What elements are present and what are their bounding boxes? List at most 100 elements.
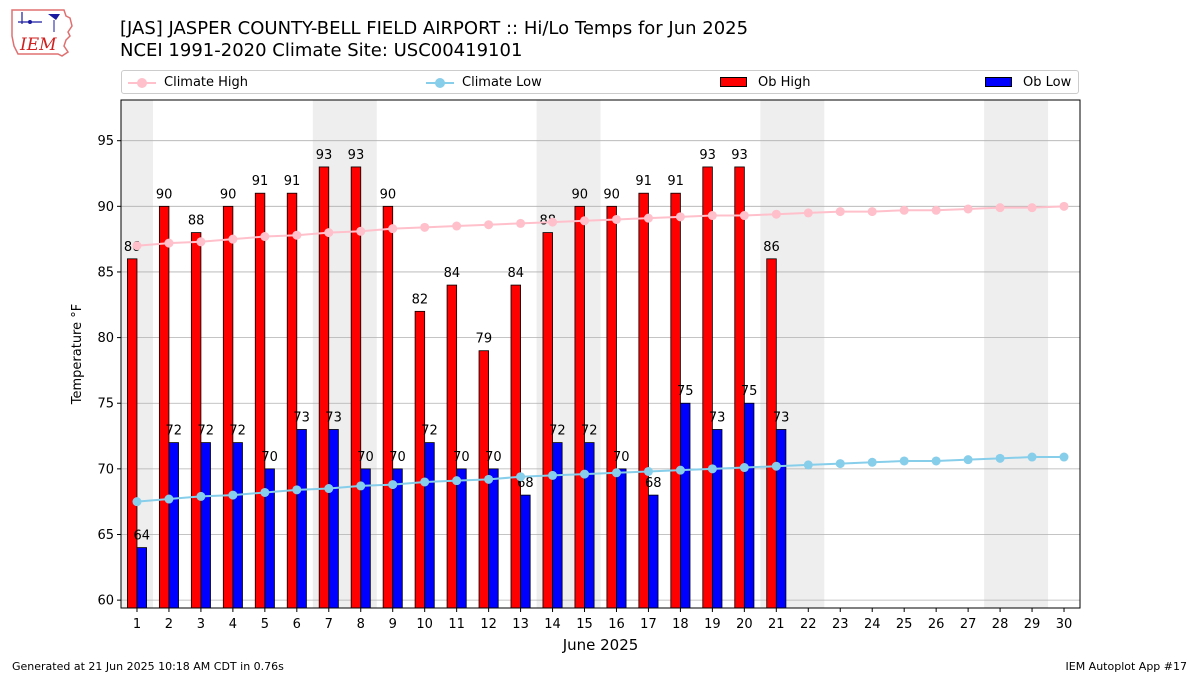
line-climate-high bbox=[136, 205, 1065, 247]
bar-ob-low bbox=[200, 442, 211, 609]
bar-ob-low bbox=[743, 402, 755, 609]
legend-swatch-ob-high bbox=[720, 77, 747, 87]
point-climate-low bbox=[931, 456, 941, 466]
data-label-ob-low: 70 bbox=[453, 450, 470, 465]
line-climate-low bbox=[136, 456, 1065, 503]
point-climate-high bbox=[260, 232, 270, 242]
y-tick-label: 80 bbox=[97, 331, 114, 346]
point-climate-low bbox=[803, 460, 813, 470]
point-climate-low bbox=[771, 461, 781, 471]
data-label-ob-high: 91 bbox=[667, 174, 684, 189]
data-label-ob-high: 93 bbox=[699, 148, 716, 163]
bar-ob-high bbox=[414, 310, 426, 609]
point-climate-high bbox=[995, 203, 1005, 213]
x-axis-label: June 2025 bbox=[562, 636, 639, 654]
point-climate-high bbox=[643, 213, 653, 223]
point-climate-high bbox=[324, 228, 334, 238]
bar-ob-low bbox=[168, 442, 179, 609]
point-climate-low bbox=[388, 480, 398, 490]
legend-marker-climate-low bbox=[435, 78, 445, 88]
data-label-ob-low: 73 bbox=[773, 410, 790, 425]
svg-text:IEM: IEM bbox=[19, 35, 57, 55]
data-label-ob-high: 90 bbox=[571, 187, 588, 202]
point-climate-low bbox=[260, 487, 270, 497]
point-climate-high bbox=[484, 220, 494, 230]
data-label-ob-low: 64 bbox=[134, 529, 151, 544]
x-tick-label: 13 bbox=[512, 617, 529, 632]
point-climate-low bbox=[452, 476, 462, 486]
point-climate-high bbox=[739, 211, 749, 221]
legend-swatch-ob-low bbox=[985, 77, 1012, 87]
x-tick-label: 1 bbox=[133, 617, 141, 632]
point-climate-high bbox=[388, 224, 398, 234]
chart-title: [JAS] JASPER COUNTY-BELL FIELD AIRPORT :… bbox=[120, 18, 748, 62]
legend-label-ob-high: Ob High bbox=[758, 75, 811, 90]
data-label-ob-high: 84 bbox=[508, 266, 525, 281]
bar-ob-high bbox=[382, 205, 394, 609]
y-tick-label: 60 bbox=[97, 594, 114, 609]
bar-ob-low bbox=[584, 442, 595, 609]
legend-label-climate-low: Climate Low bbox=[462, 75, 542, 90]
point-climate-low bbox=[324, 484, 334, 494]
point-climate-high bbox=[835, 207, 845, 217]
point-climate-high bbox=[292, 230, 302, 240]
x-tick-label: 24 bbox=[864, 617, 881, 632]
bar-ob-low bbox=[616, 468, 627, 609]
x-tick-label: 20 bbox=[736, 617, 753, 632]
point-climate-high bbox=[931, 205, 941, 215]
y-tick-label: 90 bbox=[97, 200, 114, 215]
x-tick-label: 27 bbox=[960, 617, 977, 632]
data-label-ob-high: 93 bbox=[731, 148, 748, 163]
x-tick-label: 4 bbox=[229, 617, 237, 632]
bar-ob-high bbox=[254, 192, 266, 609]
data-label-ob-low: 72 bbox=[165, 424, 182, 439]
point-climate-high bbox=[963, 204, 973, 214]
bar-ob-high bbox=[638, 192, 649, 609]
x-tick-label: 17 bbox=[640, 617, 657, 632]
point-climate-high bbox=[420, 222, 430, 232]
bar-ob-low bbox=[775, 429, 787, 609]
data-label-ob-low: 70 bbox=[389, 450, 406, 465]
x-tick-label: 28 bbox=[992, 617, 1009, 632]
point-climate-low bbox=[995, 453, 1005, 463]
y-tick-label: 85 bbox=[97, 265, 114, 280]
chart-title-line2: NCEI 1991-2020 Climate Site: USC00419101 bbox=[120, 40, 523, 61]
weekend-shade bbox=[984, 100, 1049, 608]
point-climate-low bbox=[643, 466, 653, 476]
bar-ob-low bbox=[328, 429, 339, 609]
x-tick-label: 10 bbox=[416, 617, 433, 632]
y-tick-label: 75 bbox=[97, 397, 114, 412]
point-climate-high bbox=[580, 216, 590, 226]
point-climate-low bbox=[196, 491, 206, 501]
bar-ob-high bbox=[702, 166, 713, 609]
bar-ob-high bbox=[542, 232, 553, 609]
point-climate-high bbox=[164, 238, 174, 248]
point-climate-low bbox=[1027, 452, 1037, 462]
data-label-ob-low: 72 bbox=[197, 424, 214, 439]
point-climate-high bbox=[771, 209, 781, 219]
data-label-ob-low: 75 bbox=[741, 384, 758, 399]
point-climate-high bbox=[196, 237, 206, 247]
x-tick-label: 6 bbox=[293, 617, 301, 632]
bar-ob-low bbox=[296, 429, 307, 609]
x-tick-label: 22 bbox=[800, 617, 817, 632]
iem-logo: IEM bbox=[11, 9, 73, 57]
data-label-ob-low: 72 bbox=[421, 424, 438, 439]
point-climate-low bbox=[292, 485, 302, 495]
point-climate-high bbox=[228, 234, 238, 244]
data-label-ob-high: 91 bbox=[635, 174, 652, 189]
point-climate-low bbox=[484, 474, 494, 484]
data-label-ob-low: 70 bbox=[261, 450, 278, 465]
point-climate-high bbox=[611, 214, 621, 224]
legend-label-climate-high: Climate High bbox=[164, 75, 249, 90]
point-climate-high bbox=[452, 221, 462, 231]
bar-ob-low bbox=[232, 442, 243, 609]
point-climate-low bbox=[580, 469, 590, 479]
data-label-ob-low: 75 bbox=[677, 384, 694, 399]
bar-ob-low bbox=[456, 468, 467, 609]
point-climate-low bbox=[835, 459, 845, 469]
point-climate-high bbox=[548, 217, 558, 227]
x-tick-label: 11 bbox=[448, 617, 465, 632]
data-label-ob-low: 72 bbox=[549, 424, 566, 439]
bar-ob-high bbox=[158, 205, 170, 609]
